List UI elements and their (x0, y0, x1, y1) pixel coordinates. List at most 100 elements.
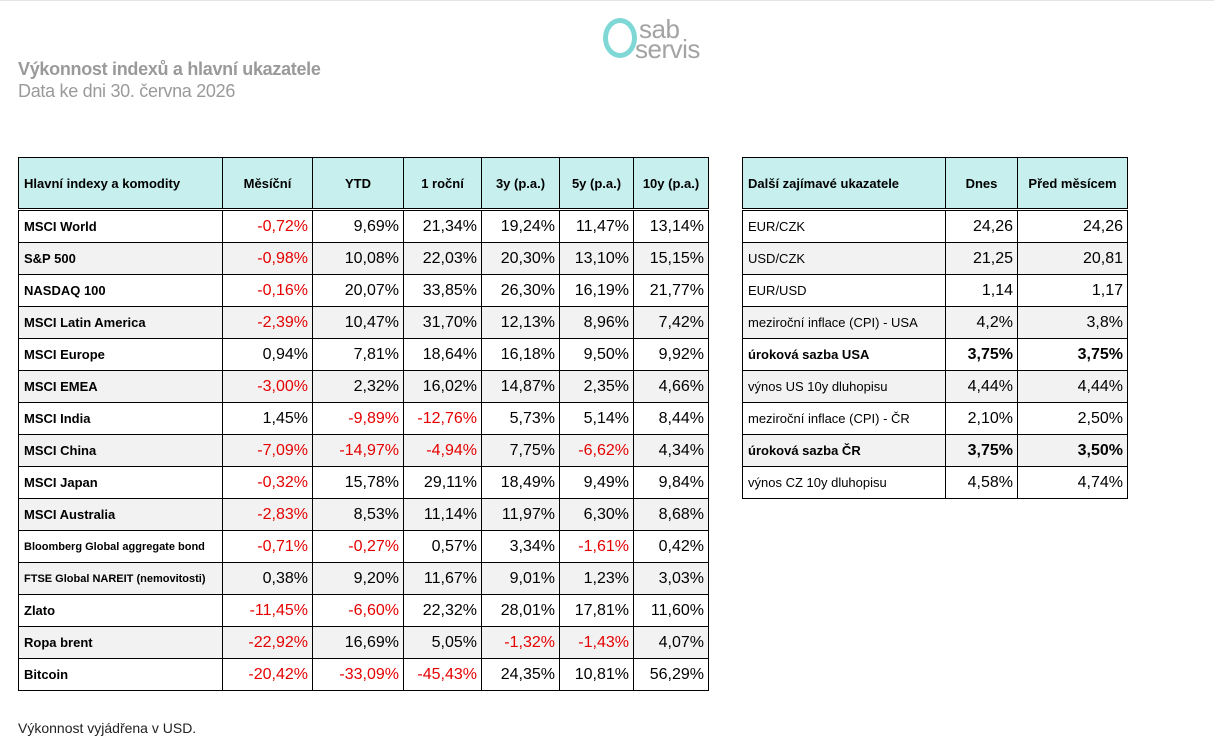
cell-value: 3,8% (1017, 306, 1128, 339)
cell-value: 2,35% (559, 370, 634, 403)
row-label: výnos US 10y dluhopisu (742, 370, 946, 403)
cell-value: 11,60% (633, 594, 709, 627)
cell-value: 18,49% (481, 466, 560, 499)
table-row: Bloomberg Global aggregate bond -0,71% -0,… (18, 530, 709, 563)
table-row: FTSE Global NAREIT (nemovitosti) 0,38% 9,2… (18, 562, 709, 595)
indicators-table: Další zajímavé ukazatele Dnes Před měsíc… (742, 157, 1128, 499)
col-header-month-ago: Před měsícem (1017, 157, 1128, 211)
cell-value: 16,02% (403, 370, 482, 403)
cell-value: -0,72% (222, 209, 313, 243)
cell-value: 0,57% (403, 530, 482, 563)
row-label: USD/CZK (742, 242, 946, 275)
cell-value: -45,43% (403, 658, 482, 691)
cell-value: -0,16% (222, 274, 313, 307)
cell-value: 20,30% (481, 242, 560, 275)
cell-value: -3,00% (222, 370, 313, 403)
cell-value: -14,97% (312, 434, 404, 467)
row-label: meziroční inflace (CPI) - ČR (742, 402, 946, 435)
cell-value: 2,32% (312, 370, 404, 403)
cell-value: 5,73% (481, 402, 560, 435)
cell-value: 21,25 (945, 242, 1018, 275)
cell-value: 3,75% (945, 338, 1018, 371)
row-label: MSCI Australia (18, 498, 223, 531)
table-row: meziroční inflace (CPI) - ČR 2,10% 2,50% (742, 402, 1128, 435)
row-label: Ropa brent (18, 626, 223, 659)
indicators-header-row: Další zajímavé ukazatele Dnes Před měsíc… (742, 157, 1128, 211)
cell-value: 16,19% (559, 274, 634, 307)
cell-value: -2,83% (222, 498, 313, 531)
cell-value: 7,75% (481, 434, 560, 467)
cell-value: 0,94% (222, 338, 313, 371)
page-subtitle: Data ke dni 30. června 2026 (18, 81, 236, 101)
cell-value: -12,76% (403, 402, 482, 435)
footnote: Výkonnost vyjádřena v USD. (18, 720, 197, 736)
table-row: MSCI EMEA -3,00% 2,32% 16,02% 14,87% 2,35% 4,6… (18, 370, 709, 403)
cell-value: 3,03% (633, 562, 709, 595)
row-label: MSCI Europe (18, 338, 223, 371)
table-row: MSCI Japan -0,32% 15,78% 29,11% 18,49% 9,49% 9… (18, 466, 709, 499)
row-label: EUR/USD (742, 274, 946, 307)
table-row: Ropa brent -22,92% 16,69% 5,05% -1,32% -1,43%… (18, 626, 709, 659)
table-row: úroková sazba ČR 3,75% 3,50% (742, 434, 1128, 467)
cell-value: 4,07% (633, 626, 709, 659)
cell-value: 11,67% (403, 562, 482, 595)
table-row: MSCI Latin America -2,39% 10,47% 31,70% 12,1… (18, 306, 709, 339)
row-label: MSCI World (18, 209, 223, 243)
cell-value: 24,26 (1017, 209, 1128, 243)
row-label: MSCI EMEA (18, 370, 223, 403)
cell-value: 17,81% (559, 594, 634, 627)
top-divider (0, 0, 1214, 1)
cell-value: 8,44% (633, 402, 709, 435)
col-header-name: Hlavní indexy a komodity (18, 157, 223, 211)
cell-value: 18,64% (403, 338, 482, 371)
cell-value: 12,13% (481, 306, 560, 339)
table-row: úroková sazba USA 3,75% 3,75% (742, 338, 1128, 371)
row-label: výnos CZ 10y dluhopisu (742, 466, 946, 499)
cell-value: -1,61% (559, 530, 634, 563)
row-label: EUR/CZK (742, 209, 946, 243)
cell-value: -0,27% (312, 530, 404, 563)
row-label: MSCI Japan (18, 466, 223, 499)
row-label: MSCI China (18, 434, 223, 467)
indices-table: Hlavní indexy a komodity Měsíční YTD 1 r… (18, 157, 709, 691)
cell-value: 2,50% (1017, 402, 1128, 435)
cell-value: -33,09% (312, 658, 404, 691)
cell-value: 4,44% (945, 370, 1018, 403)
cell-value: 2,10% (945, 402, 1018, 435)
cell-value: 56,29% (633, 658, 709, 691)
row-label: meziroční inflace (CPI) - USA (742, 306, 946, 339)
cell-value: 21,77% (633, 274, 709, 307)
table-row: Bitcoin -20,42% -33,09% -45,43% 24,35% 10,81%… (18, 658, 709, 691)
col-header-today: Dnes (945, 157, 1018, 211)
cell-value: 6,30% (559, 498, 634, 531)
cell-value: 5,05% (403, 626, 482, 659)
cell-value: -6,62% (559, 434, 634, 467)
col-header-1y: 1 roční (403, 157, 482, 211)
row-label: Zlato (18, 594, 223, 627)
cell-value: 0,42% (633, 530, 709, 563)
cell-value: 14,87% (481, 370, 560, 403)
cell-value: 4,34% (633, 434, 709, 467)
cell-value: 20,81 (1017, 242, 1128, 275)
cell-value: 7,81% (312, 338, 404, 371)
table-row: meziroční inflace (CPI) - USA 4,2% 3,8% (742, 306, 1128, 339)
col-header-10y: 10y (p.a.) (633, 157, 709, 211)
cell-value: 11,47% (559, 209, 634, 243)
cell-value: 10,08% (312, 242, 404, 275)
cell-value: 1,17 (1017, 274, 1128, 307)
cell-value: -0,71% (222, 530, 313, 563)
row-label: úroková sazba USA (742, 338, 946, 371)
cell-value: 24,26 (945, 209, 1018, 243)
cell-value: 16,69% (312, 626, 404, 659)
col-header-indicator: Další zajímavé ukazatele (742, 157, 946, 211)
cell-value: -22,92% (222, 626, 313, 659)
cell-value: -0,32% (222, 466, 313, 499)
cell-value: 26,30% (481, 274, 560, 307)
cell-value: 21,34% (403, 209, 482, 243)
cell-value: 3,75% (1017, 338, 1128, 371)
table-row: USD/CZK 21,25 20,81 (742, 242, 1128, 275)
table-row: výnos US 10y dluhopisu 4,44% 4,44% (742, 370, 1128, 403)
table-row: MSCI India 1,45% -9,89% -12,76% 5,73% 5,14% 8,… (18, 402, 709, 435)
cell-value: -7,09% (222, 434, 313, 467)
col-header-5y: 5y (p.a.) (559, 157, 634, 211)
